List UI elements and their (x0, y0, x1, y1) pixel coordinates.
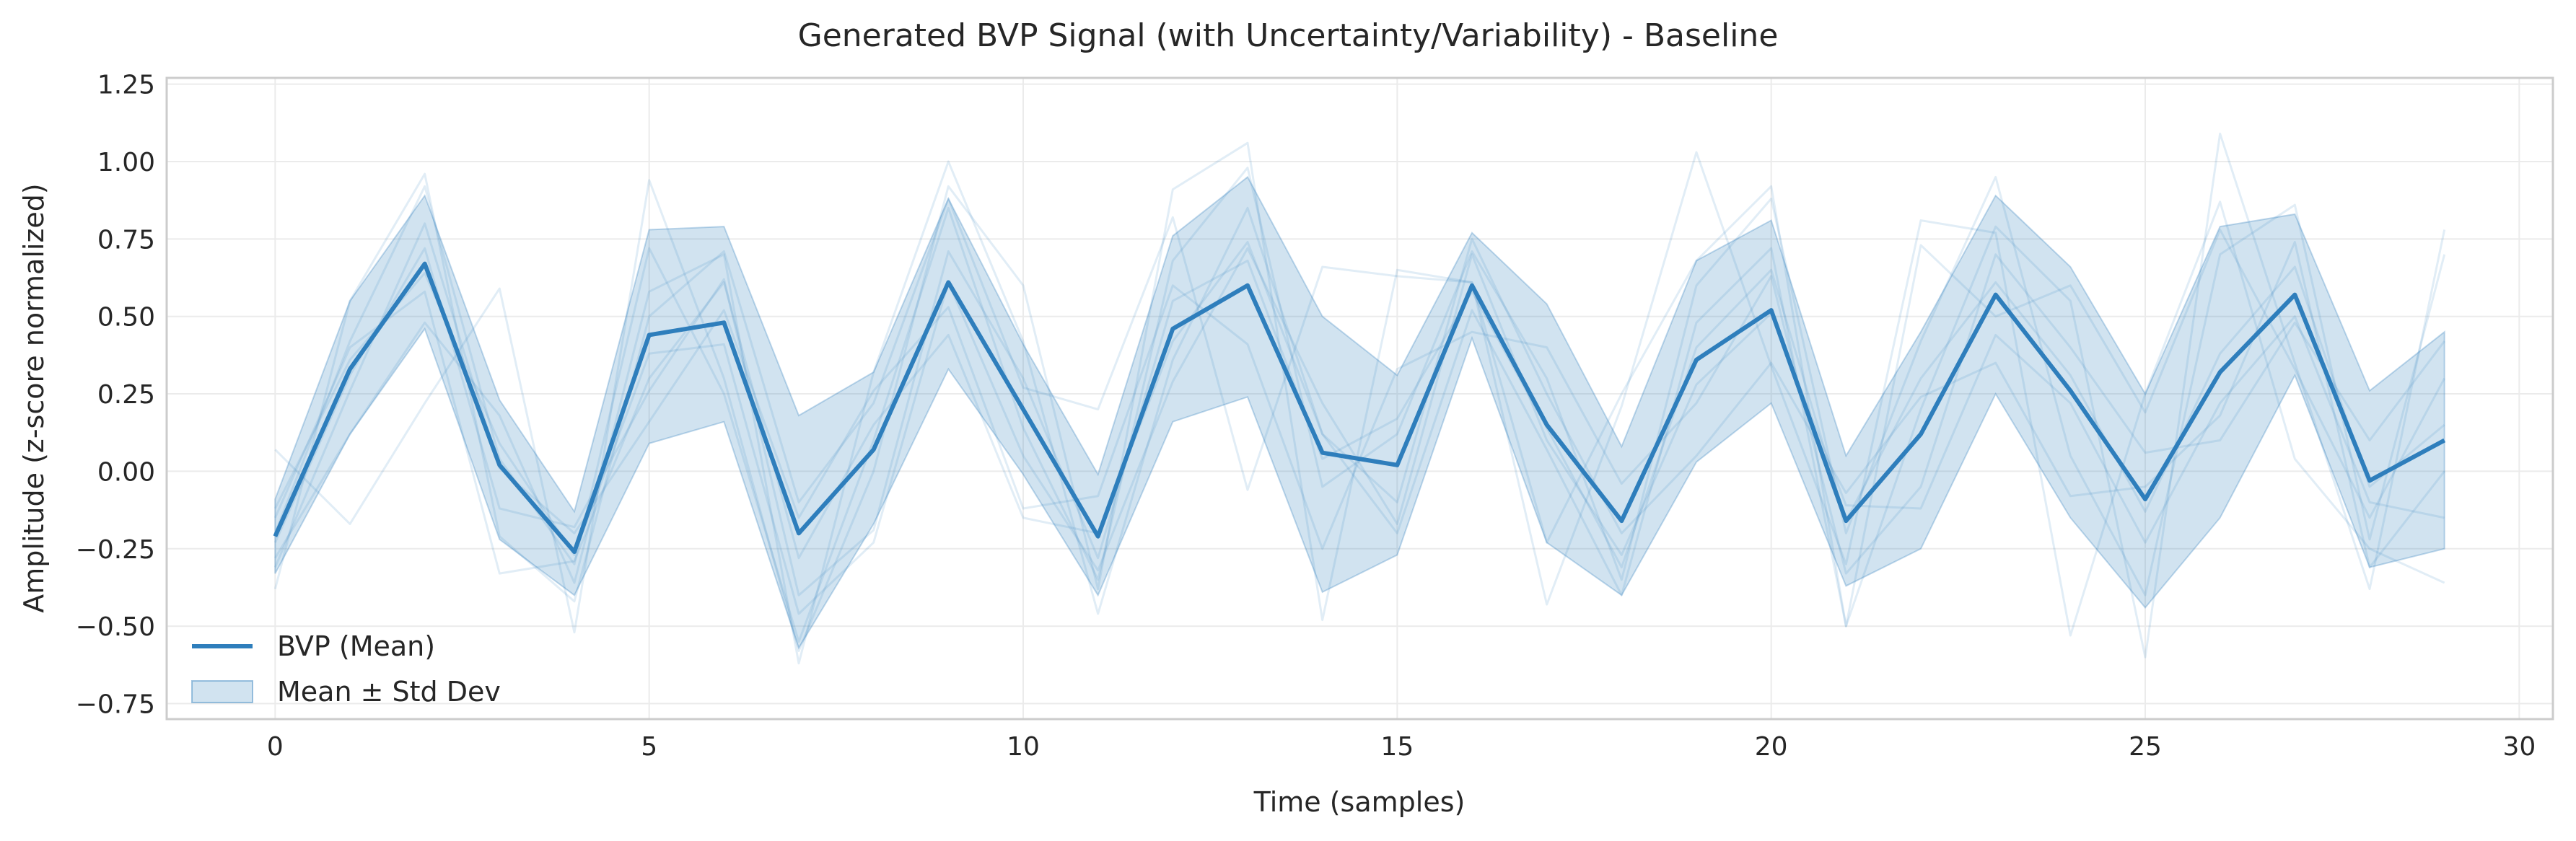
x-axis-label: Time (samples) (1253, 786, 1466, 818)
chart-title: Generated BVP Signal (with Uncertainty/V… (798, 17, 1779, 54)
y-tick-label: 0.25 (97, 380, 155, 410)
x-axis-ticks: 0 5 10 15 20 25 30 (267, 732, 2536, 762)
x-tick-label: 30 (2502, 732, 2536, 762)
sample-trace (274, 141, 2445, 653)
y-tick-label: 0.75 (97, 225, 155, 255)
y-tick-label: −0.25 (76, 535, 155, 565)
sample-trace (273, 172, 2446, 628)
plot-area (165, 76, 2554, 721)
mean-line-layer (273, 261, 2446, 555)
plot-frame (165, 76, 2554, 721)
x-tick-label: 25 (2129, 732, 2162, 762)
sample-trace (274, 132, 2446, 665)
std-band-layer (274, 175, 2445, 650)
legend: BVP (Mean) Mean ± Std Dev (191, 630, 501, 708)
y-tick-label: 1.25 (97, 71, 155, 100)
plot-background (167, 78, 2553, 719)
legend-mean-label: BVP (Mean) (277, 630, 435, 662)
sample-trace (273, 247, 2445, 615)
y-tick-label: −0.75 (76, 690, 155, 720)
legend-band-swatch (191, 680, 253, 703)
grid (167, 78, 2553, 719)
sample-trace (273, 237, 2445, 575)
y-tick-label: −0.50 (76, 612, 155, 642)
x-tick-label: 0 (267, 732, 284, 762)
x-tick-label: 20 (1755, 732, 1788, 762)
mean-line (273, 261, 2446, 555)
y-axis-ticks: −0.75 −0.50 −0.25 0.00 0.25 0.50 0.75 1.00 1.25 (76, 71, 155, 720)
y-tick-label: 0.00 (97, 457, 155, 487)
y-tick-label: 0.50 (97, 303, 155, 333)
legend-band-label: Mean ± Std Dev (277, 676, 501, 708)
y-tick-label: 1.00 (97, 148, 155, 177)
x-tick-label: 10 (1007, 732, 1040, 762)
sample-trace (273, 247, 2445, 596)
x-tick-label: 5 (641, 732, 657, 762)
y-axis-label: Amplitude (z-score normalized) (18, 183, 50, 612)
x-tick-label: 15 (1380, 732, 1414, 762)
std-band (274, 175, 2445, 650)
